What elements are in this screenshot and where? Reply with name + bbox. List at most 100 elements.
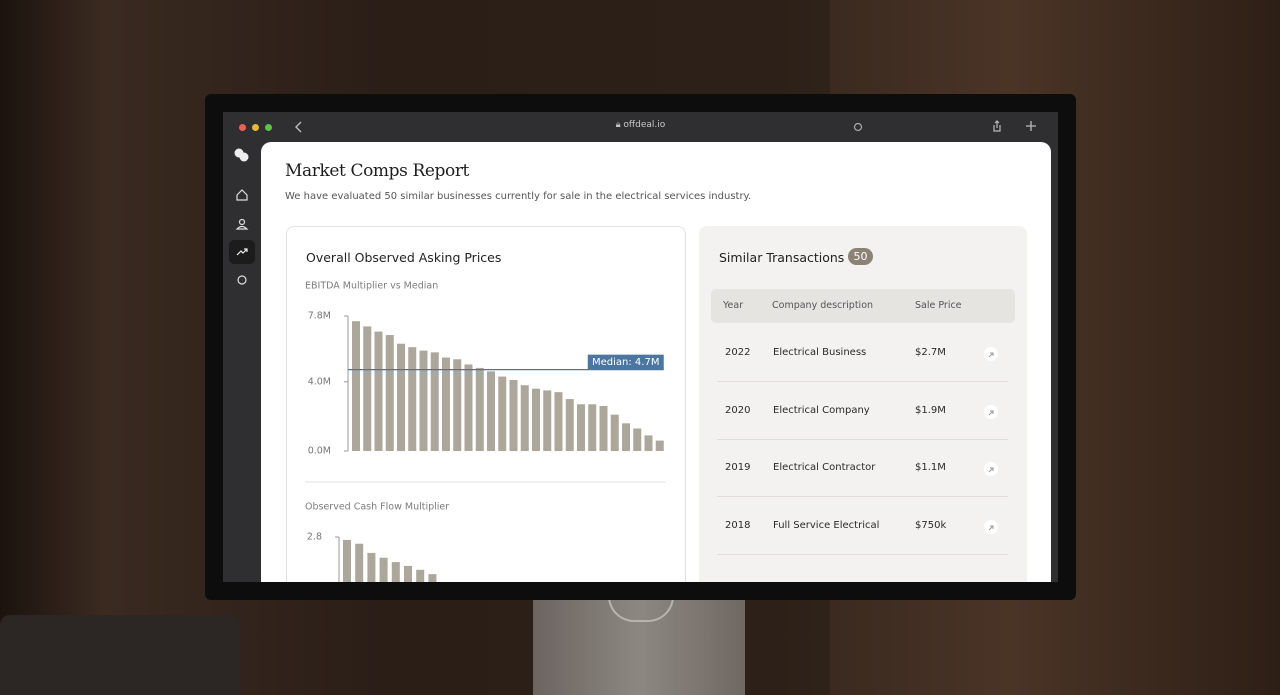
bar — [599, 406, 608, 451]
open-button[interactable] — [984, 347, 998, 361]
bar — [509, 380, 518, 451]
transactions-card: Similar Transactions 50 Year Company des… — [699, 226, 1027, 582]
bar — [416, 569, 425, 582]
table-cell: Electrical Contractor — [773, 462, 876, 474]
count-badge: 50 — [848, 248, 873, 265]
report-subtitle: We have evaluated 50 similar businesses … — [285, 191, 752, 202]
bar — [419, 350, 428, 451]
charts: EBITDA Multiplier vs Median 0.0M 4.0M 7.8M M… — [305, 281, 666, 582]
bar — [408, 347, 417, 451]
column-header: Year — [723, 300, 744, 311]
row-separator — [717, 438, 1008, 440]
asking-prices-card: Overall Observed Asking Prices — [286, 226, 686, 582]
url: offdeal.io — [623, 120, 666, 130]
row-separator — [717, 496, 1008, 498]
open-button[interactable] — [984, 520, 998, 535]
bar — [655, 440, 664, 451]
bar — [379, 557, 388, 582]
address-bar[interactable]: 🔒︎ offdeal.io — [223, 120, 1058, 130]
sofa — [0, 615, 240, 695]
profile-icon[interactable] — [235, 217, 249, 231]
bar — [428, 574, 437, 582]
content: Market Comps Report We have evaluated 50… — [261, 142, 1051, 582]
app-logo[interactable] — [233, 147, 251, 163]
table-cell: $1.9M — [915, 404, 946, 416]
bar — [391, 562, 400, 582]
row-separator — [717, 554, 1008, 556]
median-label-box — [587, 354, 664, 370]
bar — [374, 331, 383, 451]
y-tick-label: 4.0M — [308, 376, 331, 387]
table-cell: 2019 — [725, 462, 751, 474]
back-button[interactable] — [293, 120, 305, 134]
bar — [487, 371, 495, 451]
bar — [633, 428, 642, 451]
table-cell: $1.1M — [915, 462, 946, 474]
table-header: Year Company description Sale Price — [711, 289, 1015, 323]
trend-icon — [236, 248, 248, 256]
median-label: Median: 4.7M — [592, 357, 659, 368]
close-button[interactable] — [239, 124, 246, 131]
bar — [565, 399, 574, 451]
table-cell: Full Service Electrical — [773, 520, 880, 532]
bar — [464, 364, 473, 451]
bar — [363, 326, 372, 451]
column-header: Sale Price — [915, 300, 962, 311]
zoom-button[interactable] — [265, 124, 272, 131]
monitor-stand — [533, 600, 745, 695]
row-separator — [717, 381, 1008, 382]
reload-button[interactable] — [852, 121, 864, 133]
bar — [475, 367, 484, 451]
arrow-icon — [988, 467, 994, 473]
bar — [355, 543, 364, 582]
bar — [404, 565, 412, 582]
settings-icon[interactable] — [235, 273, 249, 287]
bar — [442, 357, 450, 451]
bar — [397, 343, 405, 451]
bar — [352, 321, 360, 451]
card-title: Overall Observed Asking Prices — [306, 250, 502, 265]
bar — [622, 423, 630, 451]
open-button[interactable] — [984, 462, 998, 477]
bar — [367, 552, 376, 582]
table-cell: 2020 — [725, 404, 751, 416]
table-cell: $2.7M — [915, 347, 946, 358]
new-tab-button[interactable] — [1025, 120, 1037, 132]
bar — [644, 435, 653, 451]
table-cell: $750k — [915, 520, 947, 532]
card-title: Similar Transactions — [719, 250, 845, 265]
bar — [430, 352, 439, 451]
y-tick-label: 0.0M — [308, 446, 331, 457]
y-tick-label: 7.8M — [308, 311, 331, 322]
lock-icon: 🔒︎ — [615, 120, 624, 130]
bar — [543, 390, 552, 451]
bar — [385, 335, 394, 451]
arrow-icon — [988, 410, 994, 416]
table-cell: Electrical Business — [773, 347, 867, 358]
bar — [577, 404, 585, 451]
table-cell: Electrical Company — [773, 404, 870, 416]
arrow-icon — [988, 525, 994, 531]
home-icon[interactable] — [235, 188, 249, 202]
open-button[interactable] — [984, 404, 998, 419]
chart-subtitle: Observed Cash Flow Multiplier — [305, 502, 449, 513]
report-title: Market Comps Report — [285, 161, 469, 181]
table-cell: 2018 — [725, 520, 751, 532]
bar — [532, 388, 540, 451]
table-cell: 2022 — [725, 347, 751, 358]
bar — [453, 359, 462, 451]
minimize-button[interactable] — [252, 124, 259, 131]
bar — [554, 392, 563, 451]
bar — [343, 539, 351, 582]
screen: 🔒︎ offdeal.io Market Comps Report We hav… — [223, 112, 1058, 582]
column-header: Company description — [772, 300, 874, 311]
y-tick-label: 2.8 — [307, 532, 322, 543]
arrow-icon — [988, 352, 994, 358]
bar — [498, 376, 507, 451]
share-button[interactable] — [991, 119, 1003, 133]
bar — [588, 404, 597, 451]
chart-subtitle: EBITDA Multiplier vs Median — [305, 281, 438, 292]
bar — [610, 414, 619, 451]
bar — [520, 385, 529, 451]
